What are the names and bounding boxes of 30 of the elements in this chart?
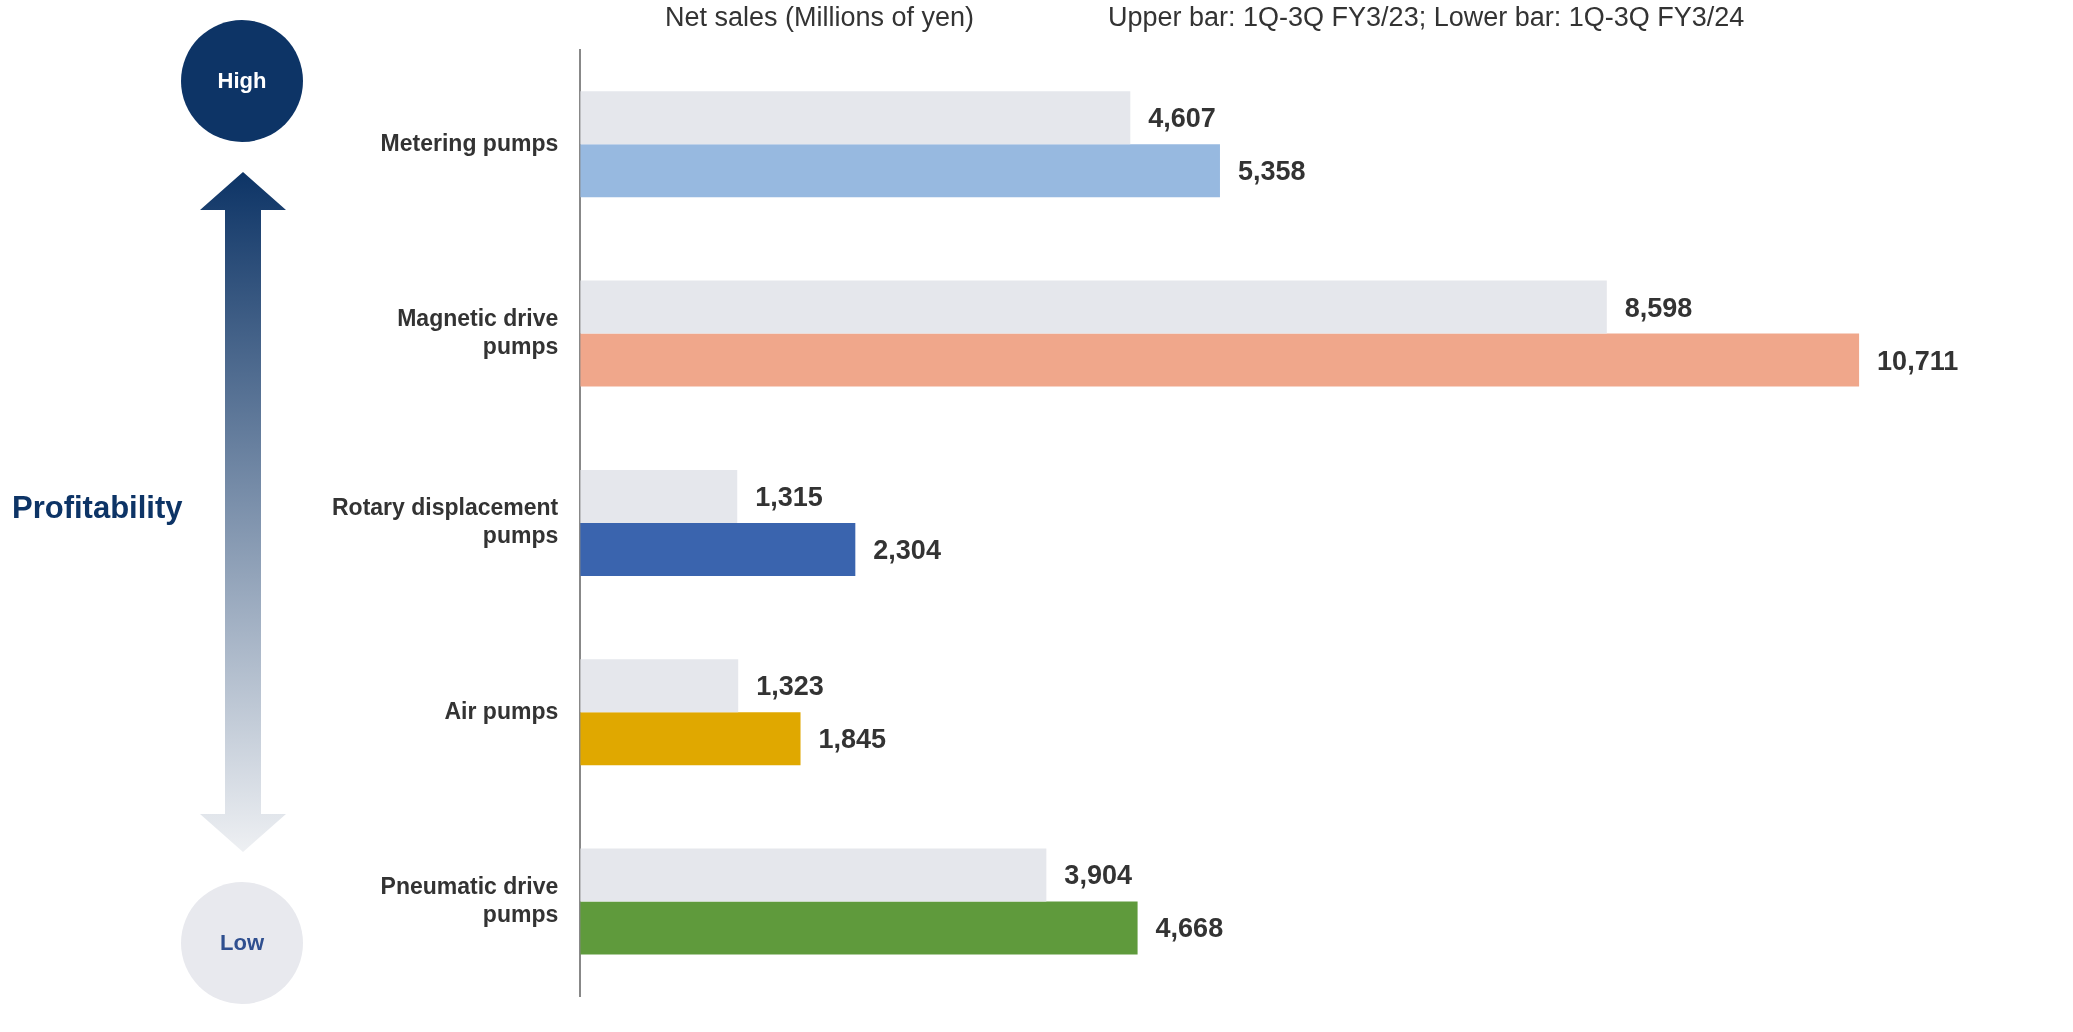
bar (580, 712, 801, 766)
data-label: 2,304 (873, 534, 941, 565)
circle-badge: High (181, 20, 303, 142)
y-tick-label: Pneumatic drive pumps (380, 873, 559, 927)
data-label: 4,668 (1155, 913, 1224, 944)
data-label: 10,711 (1877, 345, 1959, 376)
data-label: 1,845 (818, 724, 887, 755)
bar (580, 659, 739, 713)
y-tick-label: Metering pumps (380, 129, 559, 156)
bar (580, 280, 1607, 334)
data-label: 5,358 (1237, 156, 1306, 187)
data-label: 1,315 (755, 481, 823, 512)
bar (580, 848, 1047, 902)
text: Upper bar: 1Q-3Q FY3/23; Lower bar: 1Q-3Q FY3/24 (1108, 2, 1745, 33)
bar (580, 333, 1860, 387)
bar (580, 469, 738, 523)
text: Net sales (Millions of yen) (665, 2, 975, 33)
data-label: 3,904 (1064, 860, 1132, 891)
bar (580, 144, 1220, 198)
data-label: 1,323 (756, 671, 824, 702)
bar (580, 901, 1138, 955)
bar (580, 522, 856, 576)
circle-badge: Low (181, 882, 303, 1004)
bar (580, 91, 1131, 145)
y-tick-label: Air pumps (444, 697, 559, 724)
text: Profitability (12, 490, 183, 526)
data-label: 4,607 (1148, 103, 1216, 134)
data-label: 8,598 (1624, 292, 1693, 323)
y-tick-label: Magnetic drive pumps (397, 305, 559, 359)
y-tick-label: Rotary displacement pumps (331, 494, 559, 549)
